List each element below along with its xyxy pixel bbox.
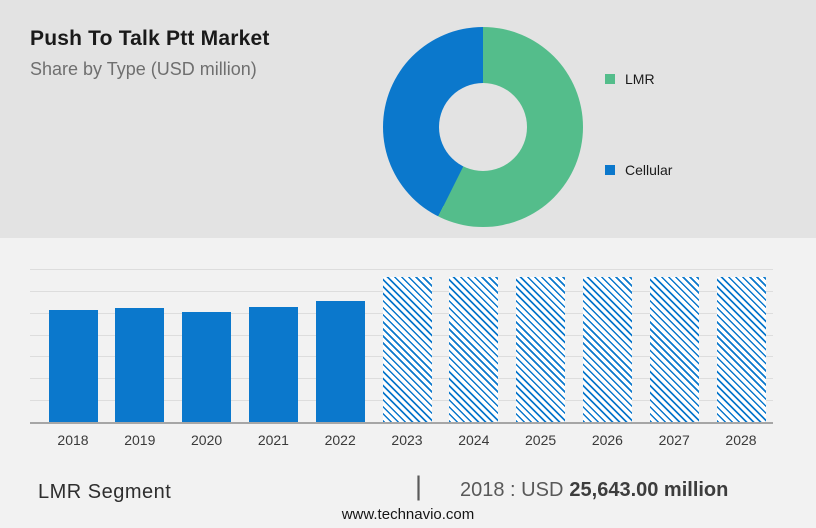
- bar-2018: [48, 309, 98, 422]
- stat-text: 2018 : USD 25,643.00 million: [460, 479, 728, 502]
- segment-label: LMR Segment: [38, 481, 172, 503]
- legend-item-cellular: Cellular: [605, 162, 672, 178]
- gridline: [30, 269, 773, 270]
- x-axis-label-2025: 2025: [525, 432, 557, 448]
- bar-2022: [315, 300, 365, 422]
- forecast-bar-2025: [516, 276, 566, 422]
- page-subtitle: Share by Type (USD million): [30, 59, 257, 79]
- x-axis-label-2018: 2018: [57, 432, 89, 448]
- page-title: Push To Talk Ptt Market: [30, 27, 270, 50]
- bar-2020: [182, 311, 232, 422]
- bar-2019: [115, 307, 165, 422]
- x-axis-label-2019: 2019: [124, 432, 156, 448]
- x-axis-label-2028: 2028: [725, 432, 757, 448]
- x-axis-label-2022: 2022: [324, 432, 356, 448]
- forecast-bar-2027: [649, 276, 699, 422]
- forecast-bar-2023: [382, 276, 432, 422]
- cellular-color-swatch: [605, 165, 615, 175]
- legend-label-lmr: LMR: [625, 71, 655, 87]
- x-axis-label-2020: 2020: [191, 432, 223, 448]
- x-axis-label-2021: 2021: [257, 432, 289, 448]
- forecast-bar-2028: [716, 276, 766, 422]
- x-axis-label-2026: 2026: [591, 432, 623, 448]
- legend-label-cellular: Cellular: [625, 162, 673, 178]
- donut-chart: [383, 27, 583, 227]
- bar-chart-section: 2018 2019 2020 2021 2022 2023 2024 2025 2026 2027…: [0, 238, 816, 528]
- x-axis-label-2024: 2024: [458, 432, 490, 448]
- hero-section: Push To Talk Ptt Market Share by Type (U…: [0, 0, 816, 238]
- bar-2021: [248, 307, 298, 422]
- lmr-color-swatch: [605, 74, 615, 84]
- forecast-bar-2026: [582, 276, 632, 422]
- legend-item-lmr: LMR: [605, 71, 655, 87]
- forecast-bar-2024: [449, 276, 499, 422]
- stat-prefix: 2018 : USD: [460, 479, 564, 501]
- footer-separator: |: [415, 471, 423, 501]
- stat-value: 25,643.00 million: [569, 479, 729, 501]
- bar-chart-plot: 2018 2019 2020 2021 2022 2023 2024 2025 2026 2027…: [30, 269, 773, 448]
- website-text: www.technavio.com: [341, 506, 475, 523]
- donut-legend: LMR Cellular: [605, 0, 805, 238]
- x-axis-label-2023: 2023: [391, 432, 423, 448]
- donut-hole: [439, 83, 527, 171]
- x-axis-label-2027: 2027: [658, 432, 690, 448]
